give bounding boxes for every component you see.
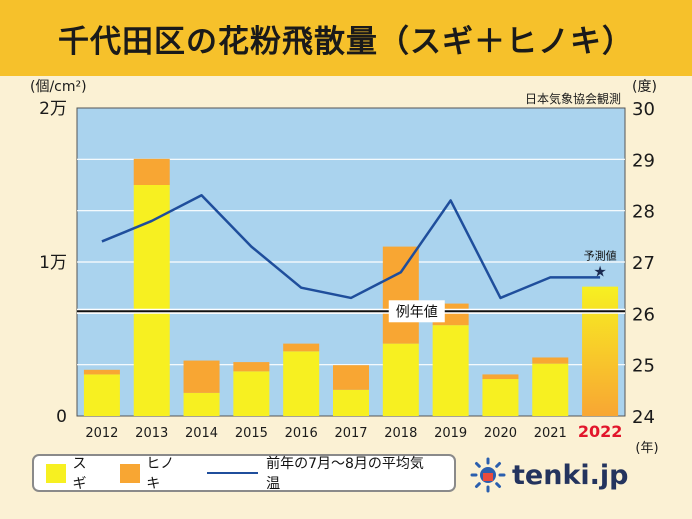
bar-hinoki [133,158,170,185]
legend-label-sugi: スギ [72,456,87,492]
temperature-line [101,194,601,300]
bar-sugi [283,351,320,416]
x-tick-label: 2018 [384,426,417,441]
legend-label-line: 前年の7月〜8月の平均気温 [266,456,424,492]
right-tick-label: 30 [632,99,655,120]
x-tick-label: 2019 [434,426,467,441]
legend: スギ ヒノキ 前年の7月〜8月の平均気温 [32,454,456,492]
chart-svg: 例年値 ★予測値 0 1万 2万 (個/cm²) 24 25 26 27 28 29 30 (度) 日本… [30,79,659,456]
x-tick-label: 2022 [578,422,623,441]
x-tick-label: 2016 [285,426,318,441]
title-bar: 千代田区の花粉飛散量（スギ＋ヒノキ） [0,0,692,76]
right-tick-label: 28 [632,202,655,223]
axes: 0 1万 2万 (個/cm²) 24 25 26 27 28 29 30 (度) 日本気象協会観測 201… [30,79,659,456]
x-tick-label: 2012 [85,426,118,441]
right-tick-label: 24 [632,407,655,428]
legend-item-sugi: スギ [46,453,100,493]
right-tick-label: 25 [632,356,655,377]
legend-swatch-line [207,472,259,474]
bar-sugi [482,379,519,416]
average-label: 例年値 [396,304,438,320]
bar-sugi [133,185,170,416]
right-tick-label: 27 [632,253,655,274]
prediction-star-icon: ★ [593,262,606,280]
x-tick-label: 2020 [484,426,517,441]
bar-hinoki [382,246,419,344]
bar-hinoki [333,365,369,390]
bar-prediction [582,286,619,416]
right-axis-unit: (度) [632,79,657,95]
x-axis-unit: (年) [635,441,658,456]
left-axis-unit: (個/cm²) [30,79,87,95]
logo-text: tenki.jp [512,459,629,491]
bar-hinoki [283,343,320,352]
bar-sugi [532,363,569,416]
x-tick-label: 2017 [334,426,367,441]
legend-item-hinoki: ヒノキ [119,453,187,493]
legend-label-hinoki: ヒノキ [146,456,175,492]
bar-sugi [233,371,270,416]
bar-sugi [333,389,369,416]
source-label: 日本気象協会観測 [525,91,621,106]
x-tick-label: 2015 [235,426,268,441]
x-tick-label: 2021 [534,426,567,441]
bar-hinoki [183,360,220,393]
right-tick-label: 26 [632,304,655,325]
legend-swatch-sugi [46,463,67,483]
temperature-line-group: ★予測値 [101,194,617,300]
bar-hinoki [83,369,120,375]
left-tick-label: 0 [56,407,67,427]
bars [83,158,619,416]
right-tick-label: 29 [632,150,655,171]
chart-title: 千代田区の花粉飛散量（スギ＋ヒノキ） [58,23,634,60]
legend-item-line: 前年の7月〜8月の平均気温 [207,453,434,493]
left-tick-label: 2万 [39,99,67,119]
average-line-group: 例年値 [77,300,625,323]
bar-sugi [183,392,220,416]
bar-sugi [382,343,419,416]
bar-sugi [432,325,469,416]
prediction-label: 予測値 [584,248,617,262]
tenki-sun-icon [470,457,506,493]
bar-hinoki [482,374,519,380]
average-label-bg [388,300,445,323]
x-tick-label: 2013 [135,426,168,441]
bar-sugi [83,374,120,416]
bar-hinoki [233,362,270,372]
bar-hinoki [532,357,569,364]
left-tick-label: 1万 [39,253,67,273]
tenki-logo: tenki.jp [470,455,670,495]
legend-swatch-hinoki [119,463,141,483]
x-tick-label: 2014 [185,426,218,441]
